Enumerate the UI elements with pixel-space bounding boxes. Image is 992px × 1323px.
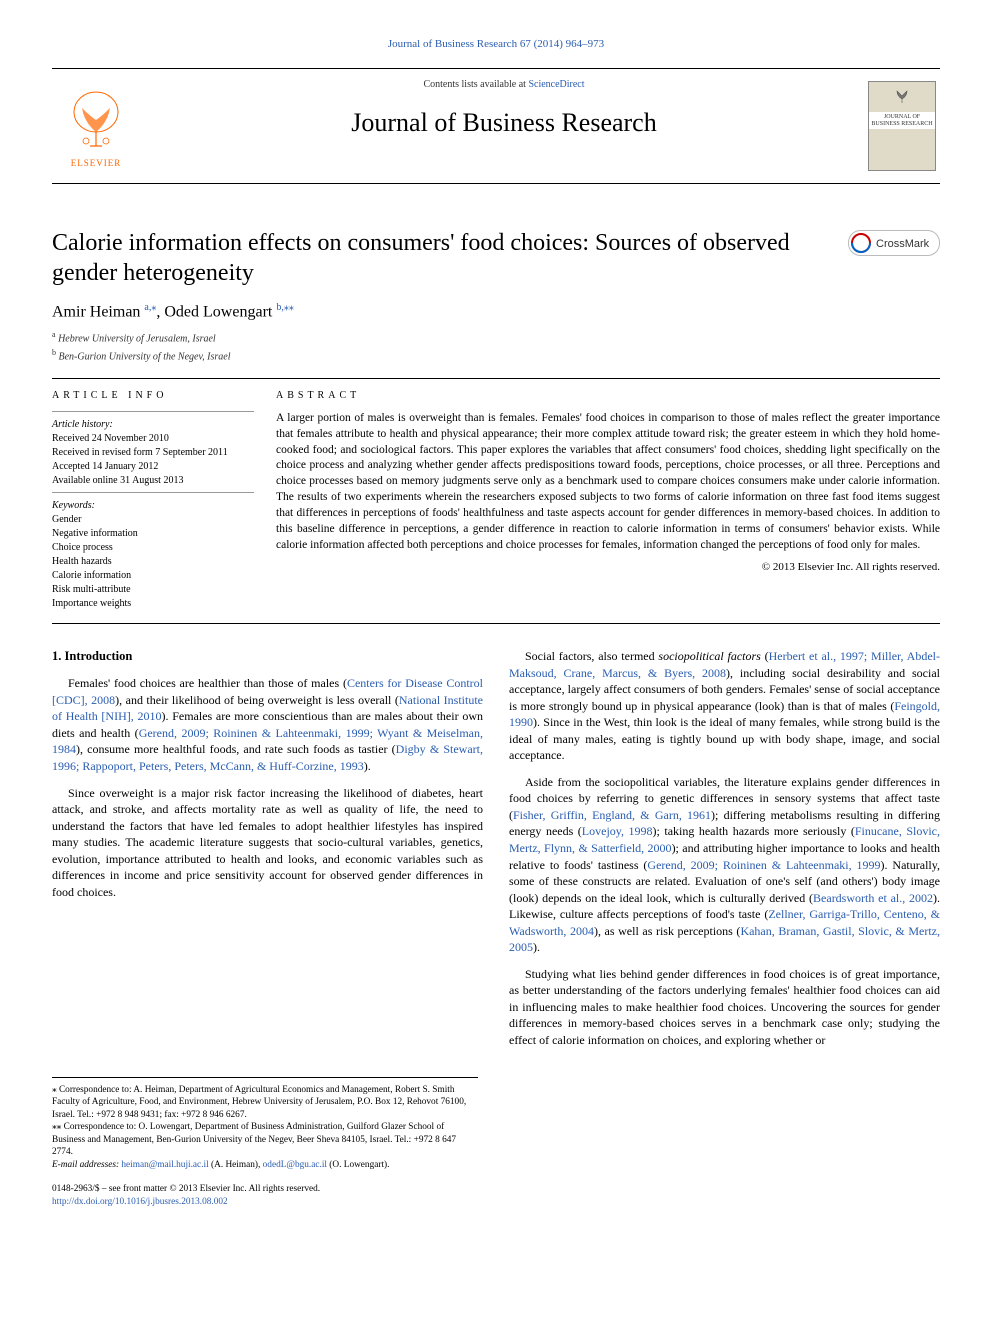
crossmark-text: CrossMark bbox=[876, 238, 930, 250]
history-online: Available online 31 August 2013 bbox=[52, 474, 254, 488]
footnotes-block: ⁎ Correspondence to: A. Heiman, Departme… bbox=[52, 1077, 478, 1172]
keywords-list: Gender Negative information Choice proce… bbox=[52, 513, 254, 611]
affil-a: Hebrew University of Jerusalem, Israel bbox=[56, 334, 216, 345]
keyword: Calorie information bbox=[52, 569, 254, 583]
journal-cover-thumbnail[interactable]: JOURNAL OF BUSINESS RESEARCH bbox=[868, 81, 936, 171]
abstract-block: abstract A larger portion of males is ov… bbox=[276, 389, 940, 611]
abstract-heading: abstract bbox=[276, 389, 940, 403]
footnote-1: ⁎ Correspondence to: A. Heiman, Departme… bbox=[52, 1084, 478, 1122]
italic-term: sociopolitical factors bbox=[658, 649, 760, 663]
keyword: Risk multi-attribute bbox=[52, 583, 254, 597]
keyword: Gender bbox=[52, 513, 254, 527]
elsevier-logo[interactable]: ELSEVIER bbox=[52, 69, 140, 185]
abstract-text: A larger portion of males is overweight … bbox=[276, 411, 940, 554]
author-2: , Oded Lowengart bbox=[156, 303, 276, 320]
article-info-heading: article info bbox=[52, 389, 254, 403]
keyword: Health hazards bbox=[52, 555, 254, 569]
sciencedirect-link[interactable]: ScienceDirect bbox=[528, 79, 584, 90]
col2-p1: Social factors, also termed sociopolitic… bbox=[509, 648, 940, 764]
history-revised: Received in revised form 7 September 201… bbox=[52, 446, 254, 460]
intro-p2: Since overweight is a major risk factor … bbox=[52, 785, 483, 901]
history-received: Received 24 November 2010 bbox=[52, 432, 254, 446]
doi-link[interactable]: http://dx.doi.org/10.1016/j.jbusres.2013… bbox=[52, 1196, 940, 1209]
intro-p1: Females' food choices are healthier than… bbox=[52, 675, 483, 774]
affil-b: Ben-Gurion University of the Negev, Isra… bbox=[56, 351, 231, 362]
divider-bottom bbox=[52, 623, 940, 624]
email-link[interactable]: heiman@mail.huji.ac.il bbox=[121, 1160, 208, 1170]
col2-p3: Studying what lies behind gender differe… bbox=[509, 966, 940, 1049]
citation-link[interactable]: Gerend, 2009; Roininen & Lahteenmaki, 19… bbox=[647, 858, 880, 872]
author-2-affil-mark[interactable]: b,⁎⁎ bbox=[276, 302, 294, 313]
footer-copyright: 0148-2963/$ – see front matter © 2013 El… bbox=[52, 1183, 940, 1196]
author-1-affil-mark[interactable]: a,⁎ bbox=[144, 302, 156, 313]
col2-p2: Aside from the sociopolitical variables,… bbox=[509, 774, 940, 956]
footnote-2: ⁎⁎ Correspondence to: O. Lowengart, Depa… bbox=[52, 1121, 478, 1159]
column-right: Social factors, also termed sociopolitic… bbox=[509, 648, 940, 1059]
cover-title: JOURNAL OF BUSINESS RESEARCH bbox=[869, 112, 935, 129]
footer-block: 0148-2963/$ – see front matter © 2013 El… bbox=[52, 1183, 940, 1208]
history-label: Article history: bbox=[52, 418, 254, 432]
affiliations: a Hebrew University of Jerusalem, Israel… bbox=[52, 329, 940, 364]
cover-tree-icon bbox=[892, 87, 912, 107]
abstract-copyright: © 2013 Elsevier Inc. All rights reserved… bbox=[276, 560, 940, 575]
elsevier-wordmark: ELSEVIER bbox=[71, 158, 122, 168]
article-info-block: article info Article history: Received 2… bbox=[52, 389, 276, 611]
crossmark-badge[interactable]: CrossMark bbox=[848, 230, 940, 260]
article-title: Calorie information effects on consumers… bbox=[52, 228, 828, 288]
body-two-column: 1. Introduction Females' food choices ar… bbox=[52, 648, 940, 1059]
citation-link[interactable]: Fisher, Griffin, England, & Garn, 1961 bbox=[513, 808, 711, 822]
keyword: Importance weights bbox=[52, 597, 254, 611]
column-left: 1. Introduction Females' food choices ar… bbox=[52, 648, 483, 1059]
email-link[interactable]: odedL@bgu.ac.il bbox=[263, 1160, 327, 1170]
citation-link[interactable]: Lovejoy, 1998 bbox=[582, 824, 653, 838]
history-accepted: Accepted 14 January 2012 bbox=[52, 460, 254, 474]
author-1: Amir Heiman bbox=[52, 303, 144, 320]
keyword: Choice process bbox=[52, 541, 254, 555]
footnote-emails: E-mail addresses: heiman@mail.huji.ac.il… bbox=[52, 1159, 478, 1172]
keywords-label: Keywords: bbox=[52, 499, 254, 513]
section-1-heading: 1. Introduction bbox=[52, 648, 483, 665]
citation-link[interactable]: Beardsworth et al., 2002 bbox=[813, 891, 933, 905]
contents-lists-line: Contents lists available at ScienceDirec… bbox=[140, 79, 868, 90]
divider-top bbox=[52, 378, 940, 379]
authors-line: Amir Heiman a,⁎, Oded Lowengart b,⁎⁎ bbox=[52, 302, 940, 321]
elsevier-tree-icon bbox=[66, 86, 126, 156]
keyword: Negative information bbox=[52, 527, 254, 541]
journal-citation-header[interactable]: Journal of Business Research 67 (2014) 9… bbox=[52, 38, 940, 50]
journal-name: Journal of Business Research bbox=[140, 108, 868, 138]
masthead: ELSEVIER Contents lists available at Sci… bbox=[52, 68, 940, 184]
contents-prefix: Contents lists available at bbox=[423, 79, 528, 90]
